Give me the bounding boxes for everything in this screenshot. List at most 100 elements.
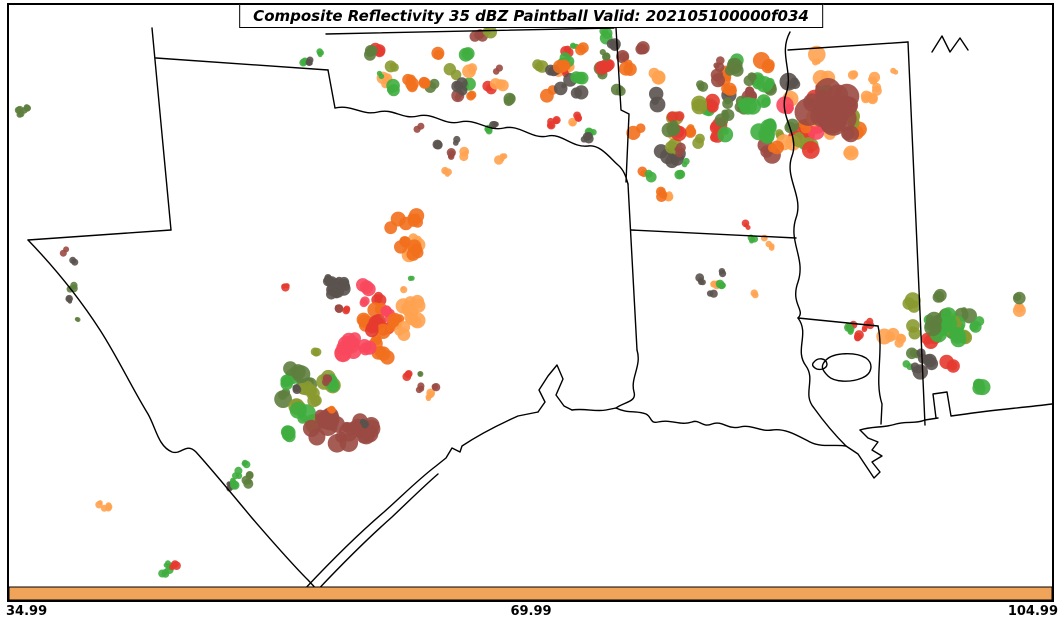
paintball-blob	[710, 68, 724, 82]
paintball-blob	[747, 72, 756, 81]
paintball-blob	[974, 316, 985, 327]
paintball-blob	[417, 122, 425, 130]
paintball-blob	[459, 152, 469, 162]
paintball-blob	[575, 115, 582, 122]
paintball-blob	[939, 354, 954, 370]
paintball-blob	[724, 97, 732, 105]
paintball-blob	[397, 321, 411, 334]
paintball-blob	[661, 122, 677, 138]
paintball-blob	[444, 168, 452, 176]
paintball-blob	[681, 161, 688, 168]
cluster-central-texas-crimson	[334, 332, 377, 363]
paintball-blob	[467, 90, 477, 100]
paintball-blob	[364, 45, 377, 57]
paintball-blob	[925, 311, 943, 329]
cluster-left-edge-dots	[14, 104, 31, 118]
paintball-blob	[645, 171, 657, 183]
state-borders	[27, 27, 1052, 587]
border-mississippi-alabama	[907, 41, 926, 426]
paintball-blob	[894, 338, 904, 348]
map-title: Composite Reflectivity 35 dBZ Paintball …	[239, 4, 823, 28]
paintball-blob	[718, 283, 724, 289]
cluster-arkansas-east-scatter	[847, 67, 899, 105]
paintball-blob	[674, 169, 684, 180]
paintball-blob	[289, 401, 307, 419]
paintball-blob	[911, 366, 918, 373]
paintball-blob	[361, 282, 376, 297]
paintball-blob	[283, 361, 298, 376]
paintball-blob	[242, 460, 251, 469]
paintball-blob	[343, 307, 350, 313]
paintball-blob	[361, 425, 379, 443]
paintball-blob	[409, 275, 415, 281]
paintball-blob	[357, 339, 372, 353]
cluster-oklahoma-west	[364, 25, 566, 107]
cluster-central-texas-red	[356, 278, 398, 365]
paintball-blob	[601, 27, 613, 39]
paintball-blob	[847, 70, 858, 80]
paintball-blob	[493, 121, 499, 127]
cluster-central-louisiana-dots	[695, 268, 759, 299]
paintball-blob	[573, 71, 586, 84]
paintball-blob	[317, 52, 323, 58]
paintball-blob	[71, 258, 79, 266]
cluster-oklahoma-arkansas-south	[644, 142, 690, 202]
cluster-arkansas-maroon-mass	[794, 78, 860, 136]
paintball-blob	[335, 431, 347, 443]
paintball-blob	[717, 126, 734, 143]
paintball-blob	[329, 406, 335, 412]
paintball-blob	[59, 249, 67, 257]
cluster-arkansas-green	[737, 72, 800, 136]
paintball-blob	[1014, 293, 1022, 301]
paintball-blob	[571, 43, 577, 49]
paintball-blob	[637, 166, 648, 177]
paintball-blob	[762, 58, 775, 72]
texas-coastline	[305, 411, 539, 587]
paintball-blob	[961, 308, 978, 324]
cluster-south-texas-dots	[226, 459, 254, 492]
paintball-blob	[814, 58, 821, 65]
upper-texas-coast	[571, 407, 617, 412]
cluster-north-texas-sparse	[413, 121, 508, 177]
paintball-blob	[469, 31, 481, 42]
paintball-blob	[750, 235, 759, 243]
paintball-blob	[653, 144, 669, 159]
paintball-blob	[854, 332, 862, 341]
map-background	[8, 4, 1053, 601]
paintball-blob	[407, 239, 422, 254]
paintball-blob	[404, 370, 412, 379]
paintball-blob	[767, 143, 778, 153]
paintball-blob	[784, 105, 793, 115]
paintball-blob	[552, 59, 567, 74]
paintball-blob	[361, 421, 369, 429]
paintball-blob	[655, 186, 666, 197]
paintball-blob	[426, 388, 436, 398]
paintball-blob	[1012, 304, 1026, 317]
paintball-blob	[705, 93, 720, 109]
paintball-blob	[325, 276, 335, 287]
paintball-blob	[408, 208, 425, 224]
border-arkansas-louisiana	[630, 229, 797, 239]
paintball-blob	[624, 59, 633, 68]
paintball-blob	[400, 286, 408, 294]
paintball-blob	[861, 326, 868, 333]
paintball-blob	[635, 43, 647, 55]
paintball-blob	[16, 111, 23, 118]
paintball-blob	[534, 62, 544, 72]
paintball-blob	[312, 347, 322, 357]
paintball-blob	[495, 64, 503, 72]
cluster-central-texas-east-scatter	[402, 370, 441, 402]
paintball-blob	[906, 347, 918, 360]
cluster-central-texas-maroon-mass	[302, 407, 381, 453]
border-texas-panhandle-top	[155, 57, 329, 71]
paintball-blob	[745, 86, 754, 95]
paintball-blob	[651, 70, 666, 84]
paintball-blob	[65, 294, 73, 303]
x-tick-right: 104.99	[1007, 604, 1058, 619]
paintball-blob	[752, 291, 759, 299]
paintball-blob	[902, 360, 911, 368]
sabine-river	[615, 349, 639, 409]
paintball-blob	[768, 245, 775, 251]
paintball-blob	[446, 148, 456, 158]
paintball-blob	[281, 283, 290, 292]
